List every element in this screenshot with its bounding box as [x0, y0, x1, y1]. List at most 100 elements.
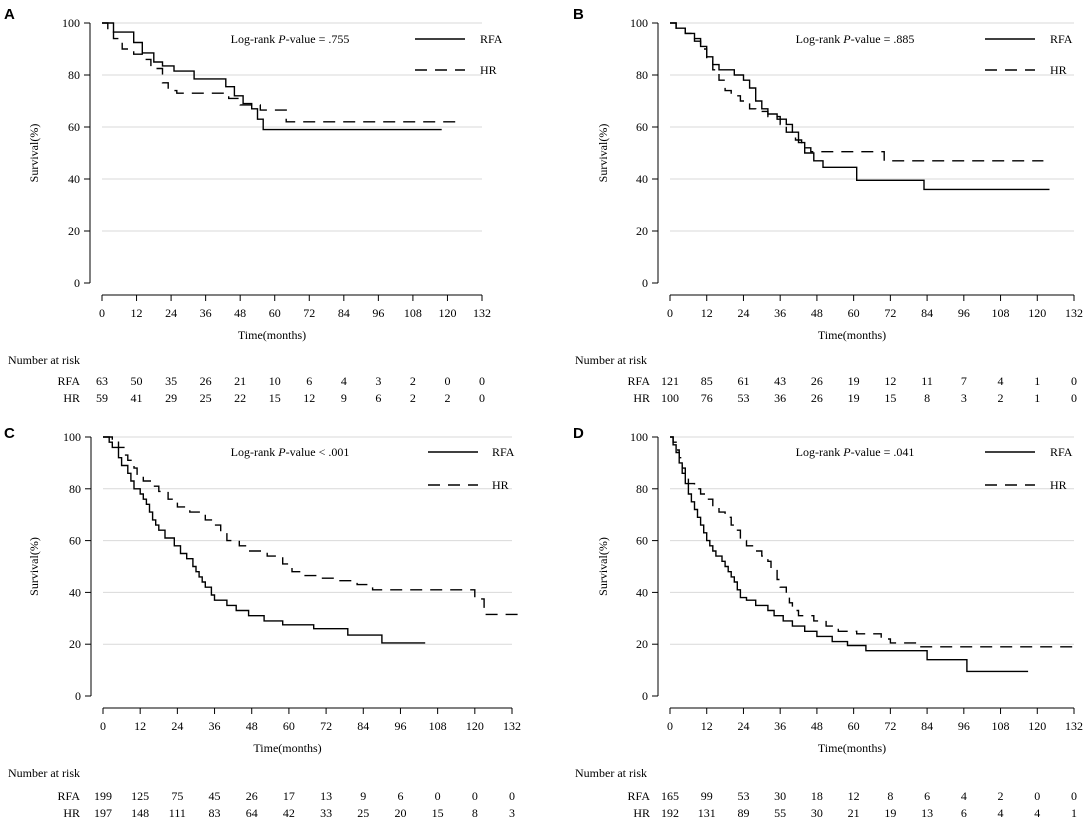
risk-value: 3 [509, 806, 515, 820]
x-tick-label: 84 [338, 306, 350, 320]
risk-value: 10 [269, 374, 281, 388]
y-tick-label: 20 [68, 224, 80, 238]
risk-value: 25 [357, 806, 369, 820]
risk-value: 50 [131, 374, 143, 388]
legend-label-rfa: RFA [492, 445, 515, 459]
x-tick-label: 132 [1065, 719, 1083, 733]
risk-value: 89 [737, 806, 749, 820]
risk-value: 13 [921, 806, 933, 820]
risk-value: 8 [924, 391, 930, 405]
risk-value: 26 [811, 391, 823, 405]
risk-value: 64 [246, 806, 258, 820]
risk-value: 30 [774, 789, 786, 803]
risk-value: 12 [884, 374, 896, 388]
risk-value: 59 [96, 391, 108, 405]
y-tick-label: 40 [636, 585, 648, 599]
y-tick-label: 60 [636, 120, 648, 134]
y-tick-label: 20 [636, 637, 648, 651]
x-tick-label: 96 [394, 719, 406, 733]
x-tick-label: 132 [473, 306, 491, 320]
legend-label-hr: HR [492, 478, 509, 492]
risk-value: 25 [200, 391, 212, 405]
risk-value: 15 [884, 391, 896, 405]
x-tick-label: 12 [701, 306, 713, 320]
risk-row-label-hr: HR [633, 391, 650, 405]
x-tick-label: 96 [958, 719, 970, 733]
risk-value: 35 [165, 374, 177, 388]
risk-value: 2 [998, 789, 1004, 803]
x-tick-label: 108 [404, 306, 422, 320]
x-tick-label: 12 [701, 719, 713, 733]
risk-value: 6 [306, 374, 312, 388]
legend-label-rfa: RFA [1050, 445, 1073, 459]
x-tick-label: 120 [466, 719, 484, 733]
x-tick-label: 0 [100, 719, 106, 733]
risk-value: 0 [444, 374, 450, 388]
x-tick-label: 36 [200, 306, 212, 320]
risk-table-title: Number at risk [575, 353, 647, 367]
x-tick-label: 36 [209, 719, 221, 733]
x-tick-label: 60 [269, 306, 281, 320]
risk-value: 63 [96, 374, 108, 388]
risk-value: 13 [320, 789, 332, 803]
risk-value: 45 [209, 789, 221, 803]
risk-value: 19 [884, 806, 896, 820]
risk-value: 15 [269, 391, 281, 405]
y-tick-label: 40 [636, 172, 648, 186]
x-tick-label: 120 [1028, 306, 1046, 320]
y-tick-label: 60 [636, 534, 648, 548]
risk-value: 0 [509, 789, 515, 803]
risk-value: 15 [432, 806, 444, 820]
risk-row-label-rfa: RFA [58, 374, 81, 388]
risk-value: 12 [848, 789, 860, 803]
risk-value: 4 [998, 806, 1004, 820]
risk-value: 22 [234, 391, 246, 405]
y-tick-label: 100 [630, 430, 648, 444]
risk-value: 26 [246, 789, 258, 803]
risk-table-title: Number at risk [8, 353, 80, 367]
risk-value: 75 [171, 789, 183, 803]
legend-label-hr: HR [1050, 478, 1067, 492]
x-axis-label: Time(months) [238, 328, 306, 342]
risk-value: 1 [1034, 374, 1040, 388]
risk-value: 6 [924, 789, 930, 803]
risk-value: 2 [998, 391, 1004, 405]
risk-value: 83 [209, 806, 221, 820]
series-line-rfa [670, 436, 1029, 673]
risk-value: 9 [360, 789, 366, 803]
x-tick-label: 0 [667, 719, 673, 733]
risk-value: 0 [1071, 789, 1077, 803]
x-tick-label: 108 [992, 306, 1010, 320]
panel-letter: D [573, 425, 584, 442]
series-line-rfa [670, 22, 1050, 191]
x-axis-label: Time(months) [818, 741, 886, 755]
risk-value: 4 [341, 374, 347, 388]
risk-value: 0 [1071, 374, 1077, 388]
x-tick-label: 84 [921, 719, 933, 733]
risk-value: 17 [283, 789, 295, 803]
y-tick-label: 80 [636, 482, 648, 496]
panel-letter: A [4, 6, 15, 23]
risk-value: 0 [435, 789, 441, 803]
risk-value: 2 [444, 391, 450, 405]
risk-row-label-hr: HR [63, 391, 80, 405]
y-tick-label: 80 [68, 68, 80, 82]
risk-value: 8 [472, 806, 478, 820]
risk-row-label-hr: HR [633, 806, 650, 820]
risk-value: 21 [234, 374, 246, 388]
x-tick-label: 60 [283, 719, 295, 733]
x-tick-label: 72 [303, 306, 315, 320]
y-tick-label: 0 [642, 689, 648, 703]
x-tick-label: 132 [503, 719, 521, 733]
x-tick-label: 60 [848, 306, 860, 320]
x-tick-label: 120 [438, 306, 456, 320]
y-tick-label: 0 [75, 689, 81, 703]
risk-value: 42 [283, 806, 295, 820]
x-tick-label: 108 [429, 719, 447, 733]
x-tick-label: 12 [134, 719, 146, 733]
risk-value: 4 [998, 374, 1004, 388]
y-tick-label: 80 [636, 68, 648, 82]
